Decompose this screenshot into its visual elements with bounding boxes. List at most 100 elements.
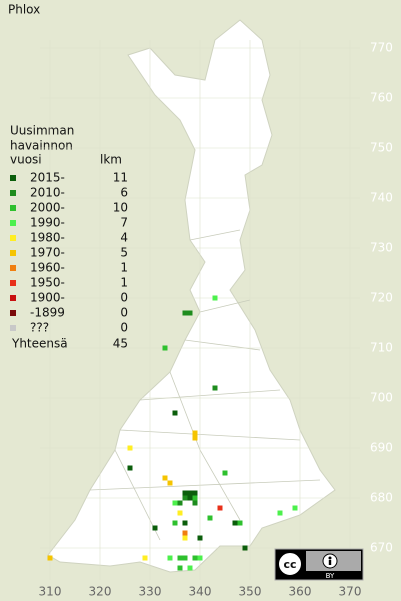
legend-swatch — [10, 235, 16, 241]
observation — [172, 520, 178, 526]
y-tick-label: 770 — [370, 41, 393, 55]
legend-swatch — [10, 280, 16, 286]
observation — [212, 385, 218, 391]
legend-count: 1 — [120, 261, 128, 275]
y-tick-label: 760 — [370, 91, 393, 105]
legend-count: 4 — [120, 231, 128, 245]
observation — [167, 555, 173, 561]
x-tick-label: 340 — [189, 585, 212, 599]
legend-count: 5 — [120, 246, 128, 260]
observation — [197, 535, 203, 541]
observation — [172, 500, 178, 506]
x-tick-label: 370 — [339, 585, 362, 599]
legend-count: 0 — [120, 291, 128, 305]
legend-total-label: Yhteensä — [11, 337, 68, 351]
observation — [242, 545, 248, 551]
map-title: Phlox — [8, 3, 40, 17]
observation — [182, 310, 188, 316]
legend-swatch — [10, 250, 16, 256]
observation — [192, 495, 198, 501]
legend-label: 2015- — [30, 171, 65, 185]
legend-count: 1 — [120, 276, 128, 290]
legend-label: 1990- — [30, 216, 65, 230]
observation — [232, 520, 238, 526]
legend-count: 11 — [113, 171, 128, 185]
legend-count: 0 — [120, 306, 128, 320]
observation — [187, 565, 193, 571]
observation — [177, 555, 183, 561]
cc-text: cc — [283, 558, 296, 571]
x-tick-label: 310 — [39, 585, 62, 599]
observation — [197, 555, 203, 561]
observation — [182, 490, 188, 496]
legend-label: 2000- — [30, 201, 65, 215]
license-badge: cc BY — [274, 548, 364, 581]
y-tick-label: 740 — [370, 191, 393, 205]
legend-heading: Uusimman — [10, 124, 74, 138]
observation — [177, 565, 183, 571]
x-tick-label: 350 — [239, 585, 262, 599]
legend-heading: havainnon — [10, 139, 73, 153]
observation — [187, 490, 193, 496]
legend-heading: vuosi — [10, 153, 42, 167]
legend-label: 1900- — [30, 291, 65, 305]
legend-count-heading: lkm — [100, 153, 122, 167]
y-tick-label: 690 — [370, 441, 393, 455]
legend-label: 1950- — [30, 276, 65, 290]
by-icon-body — [328, 560, 332, 565]
legend-label: 2010- — [30, 186, 65, 200]
legend-total: 45 — [113, 337, 128, 351]
y-tick-label: 700 — [370, 391, 393, 405]
observation — [187, 495, 193, 501]
y-tick-label: 670 — [370, 541, 393, 555]
legend-swatch — [10, 265, 16, 271]
observation — [207, 515, 213, 521]
legend-count: 6 — [120, 186, 128, 200]
observation — [127, 445, 133, 451]
observation — [192, 435, 198, 441]
cc-circle — [277, 551, 303, 577]
observation — [152, 525, 158, 531]
x-tick-label: 360 — [289, 585, 312, 599]
y-tick-label: 710 — [370, 341, 393, 355]
by-icon-head — [328, 556, 332, 560]
observation — [182, 535, 188, 541]
by-text: BY — [326, 572, 335, 580]
legend-swatch — [10, 190, 16, 196]
observation — [217, 505, 223, 511]
observation — [142, 555, 148, 561]
observation — [182, 555, 188, 561]
observation — [192, 500, 198, 506]
observation — [172, 410, 178, 416]
observation — [277, 510, 283, 516]
observation — [192, 555, 198, 561]
legend-label: 1980- — [30, 231, 65, 245]
x-tick-label: 330 — [139, 585, 162, 599]
observation — [292, 505, 298, 511]
observation — [192, 430, 198, 436]
legend-count: 0 — [120, 321, 128, 335]
finland-land — [47, 19, 336, 573]
legend-label: 1970- — [30, 246, 65, 260]
observation — [237, 520, 243, 526]
observation — [47, 555, 53, 561]
legend-swatch — [10, 295, 16, 301]
observation — [167, 480, 173, 486]
observation — [212, 295, 218, 301]
legend-label: -1899 — [30, 306, 65, 320]
observation — [182, 520, 188, 526]
observation — [177, 500, 183, 506]
y-tick-label: 750 — [370, 141, 393, 155]
observation — [127, 465, 133, 471]
x-tick-label: 320 — [89, 585, 112, 599]
legend-count: 7 — [120, 216, 128, 230]
observation — [162, 475, 168, 481]
legend-swatch — [10, 175, 16, 181]
observation — [177, 510, 183, 516]
legend-swatch — [10, 310, 16, 316]
observation — [182, 530, 188, 536]
legend-label: ??? — [30, 321, 49, 335]
legend-swatch — [10, 220, 16, 226]
legend-label: 1960- — [30, 261, 65, 275]
